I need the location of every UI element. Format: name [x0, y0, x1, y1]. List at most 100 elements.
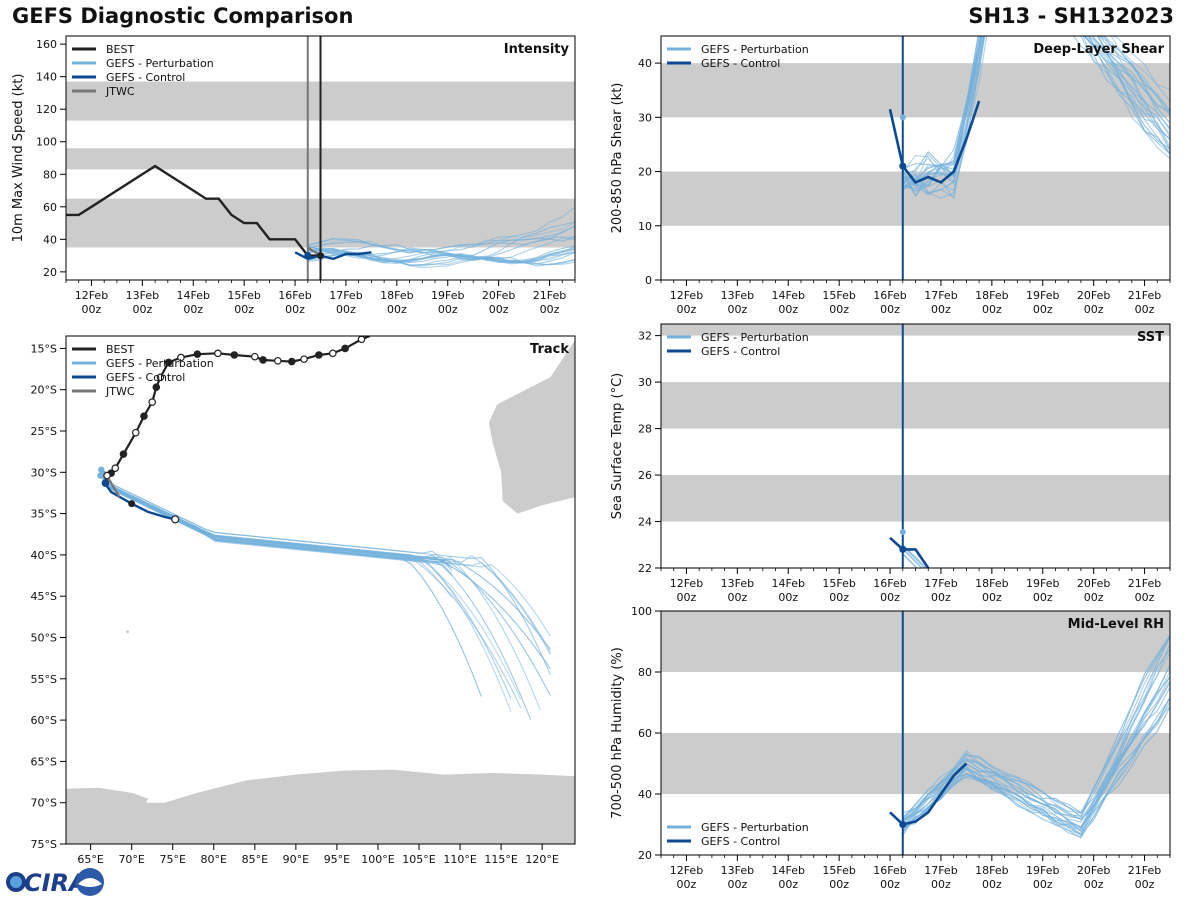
intensity-x-tick-label: 19Feb [431, 289, 464, 302]
midlevel_rh-band [661, 733, 1170, 794]
midlevel_rh-x-tick-label-hour: 00z [931, 878, 951, 891]
best-track-point [156, 373, 165, 382]
sst-x-tick-label: 19Feb [1026, 577, 1059, 590]
midlevel_rh-y-tick-label: 100 [631, 605, 652, 618]
track-perturbation-start-point [97, 472, 104, 479]
intensity-y-tick-label: 80 [43, 168, 57, 181]
shear-perturbation-line [902, 36, 1170, 192]
midlevel_rh-x-tick-label: 19Feb [1026, 864, 1059, 877]
kerguelen-island [126, 630, 130, 634]
track-x-tick-label: 80°E [201, 853, 227, 866]
midlevel_rh-x-tick-label: 17Feb [924, 864, 957, 877]
midlevel_rh-y-axis-label: 700-500 hPa Humidity (%) [610, 647, 625, 819]
track-x-tick-label: 100°E [361, 853, 394, 866]
track-panel-title: Track [530, 342, 569, 357]
sst-perturbation-point [899, 528, 906, 535]
shear-perturbation-line [902, 36, 1170, 189]
track-y-tick-label: 55°S [31, 673, 57, 686]
shear-perturbation-line [902, 36, 1170, 196]
midlevel_rh-x-tick-label: 12Feb [670, 864, 703, 877]
shear-x-tick-label-hour: 00z [727, 303, 747, 316]
sst-control-line [889, 536, 930, 568]
intensity-x-tick-label: 16Feb [278, 289, 311, 302]
track-y-tick-label: 40°S [31, 549, 57, 562]
sst-perturbation-line [902, 548, 923, 568]
intensity-y-tick-label: 40 [43, 233, 57, 246]
shear-perturbation-line [902, 36, 1170, 190]
shear-perturbation-line [902, 36, 1170, 199]
best-track-point [341, 344, 349, 353]
intensity-x-tick-label: 12Feb [75, 289, 108, 302]
sst-x-tick-label: 13Feb [721, 577, 754, 590]
shear-panel-title: Deep-Layer Shear [1033, 42, 1164, 57]
midlevel_rh-x-tick-label-hour: 00z [880, 878, 900, 891]
intensity-y-tick-label: 100 [36, 136, 57, 149]
control-track-end-point [171, 515, 180, 524]
shear-y-tick-label: 40 [638, 57, 652, 70]
best-track-point [164, 358, 173, 367]
track-perturbation-line [106, 481, 551, 675]
track-perturbation-line [106, 483, 453, 598]
track-y-tick-label: 65°S [31, 755, 57, 768]
sst-x-tick-label: 21Feb [1128, 577, 1161, 590]
sst-y-tick-label: 24 [638, 516, 652, 529]
shear-perturbation-point [899, 114, 906, 121]
shear-perturbation-group [902, 36, 1170, 200]
track-y-tick-label: 60°S [31, 714, 57, 727]
track-y-tick-label: 75°S [31, 838, 57, 851]
intensity-series-group [66, 164, 372, 261]
sst-x-tick-label-hour: 00z [931, 591, 951, 604]
rh-perturbation-line [902, 664, 1170, 835]
intensity-x-tick-label-hour: 00z [183, 303, 203, 316]
sst-x-tick-label-hour: 00z [982, 591, 1002, 604]
sst-x-tick-label-hour: 00z [1033, 591, 1053, 604]
rh-perturbation-line [902, 676, 1170, 821]
midlevel_rh-y-tick-label: 40 [638, 788, 652, 801]
track-y-tick-label: 70°S [31, 797, 57, 810]
best-track-point [274, 356, 282, 365]
sst-x-tick-label: 18Feb [975, 577, 1008, 590]
intensity-x-tick-label: 13Feb [126, 289, 159, 302]
track-x-tick-label: 85°E [242, 853, 268, 866]
intensity-x-tick-label-hour: 00z [336, 303, 356, 316]
shear-y-tick-label: 20 [638, 166, 652, 179]
intensity-x-tick-label: 20Feb [482, 289, 515, 302]
storm-id-title: SH13 - SH132023 [968, 4, 1174, 28]
intensity-panel-title: Intensity [504, 42, 570, 57]
intensity-init-point [304, 252, 312, 260]
sst-y-tick-label: 26 [638, 469, 652, 482]
rh-series-group [889, 762, 968, 828]
best-track-point [259, 356, 267, 364]
australia-land [488, 340, 575, 514]
shear-series-group [888, 100, 981, 184]
midlevel_rh-x-tick-label: 14Feb [772, 864, 805, 877]
shear-x-tick-label: 12Feb [670, 289, 703, 302]
track-x-tick-label: 115°E [484, 853, 517, 866]
shear-y-tick-label: 0 [645, 274, 652, 287]
track-x-tick-label: 105°E [402, 853, 435, 866]
intensity-x-tick-label-hour: 00z [82, 303, 102, 316]
track-legend-label: GEFS - Control [106, 371, 185, 384]
shear-perturbation-line [902, 36, 1170, 188]
best-track-point [111, 464, 120, 472]
track-perturbation-line [106, 486, 551, 637]
shear-x-tick-label: 17Feb [924, 289, 957, 302]
best-track-point [148, 398, 157, 406]
track-x-tick-label: 75°E [159, 853, 185, 866]
best-track-point [177, 353, 185, 362]
track-y-tick-label: 20°S [31, 384, 57, 397]
sst-legend-label: GEFS - Control [701, 345, 780, 358]
shear-y-axis-label: 200-850 hPa Shear (kt) [610, 83, 625, 234]
sst-x-tick-label-hour: 00z [829, 591, 849, 604]
track-y-tick-label: 15°S [31, 342, 57, 355]
intensity-perturbation-line [307, 236, 575, 258]
sst-perturbation-line [902, 553, 919, 568]
rh-perturbation-line [902, 635, 1170, 818]
sst-x-tick-label: 14Feb [772, 577, 805, 590]
rh-init-point [899, 821, 907, 828]
intensity-x-tick-label: 17Feb [329, 289, 362, 302]
shear-x-tick-label-hour: 00z [1084, 303, 1104, 316]
sst-series-group [889, 528, 930, 568]
intensity-legend-label: GEFS - Perturbation [106, 57, 214, 70]
track-y-tick-label: 30°S [31, 466, 57, 479]
